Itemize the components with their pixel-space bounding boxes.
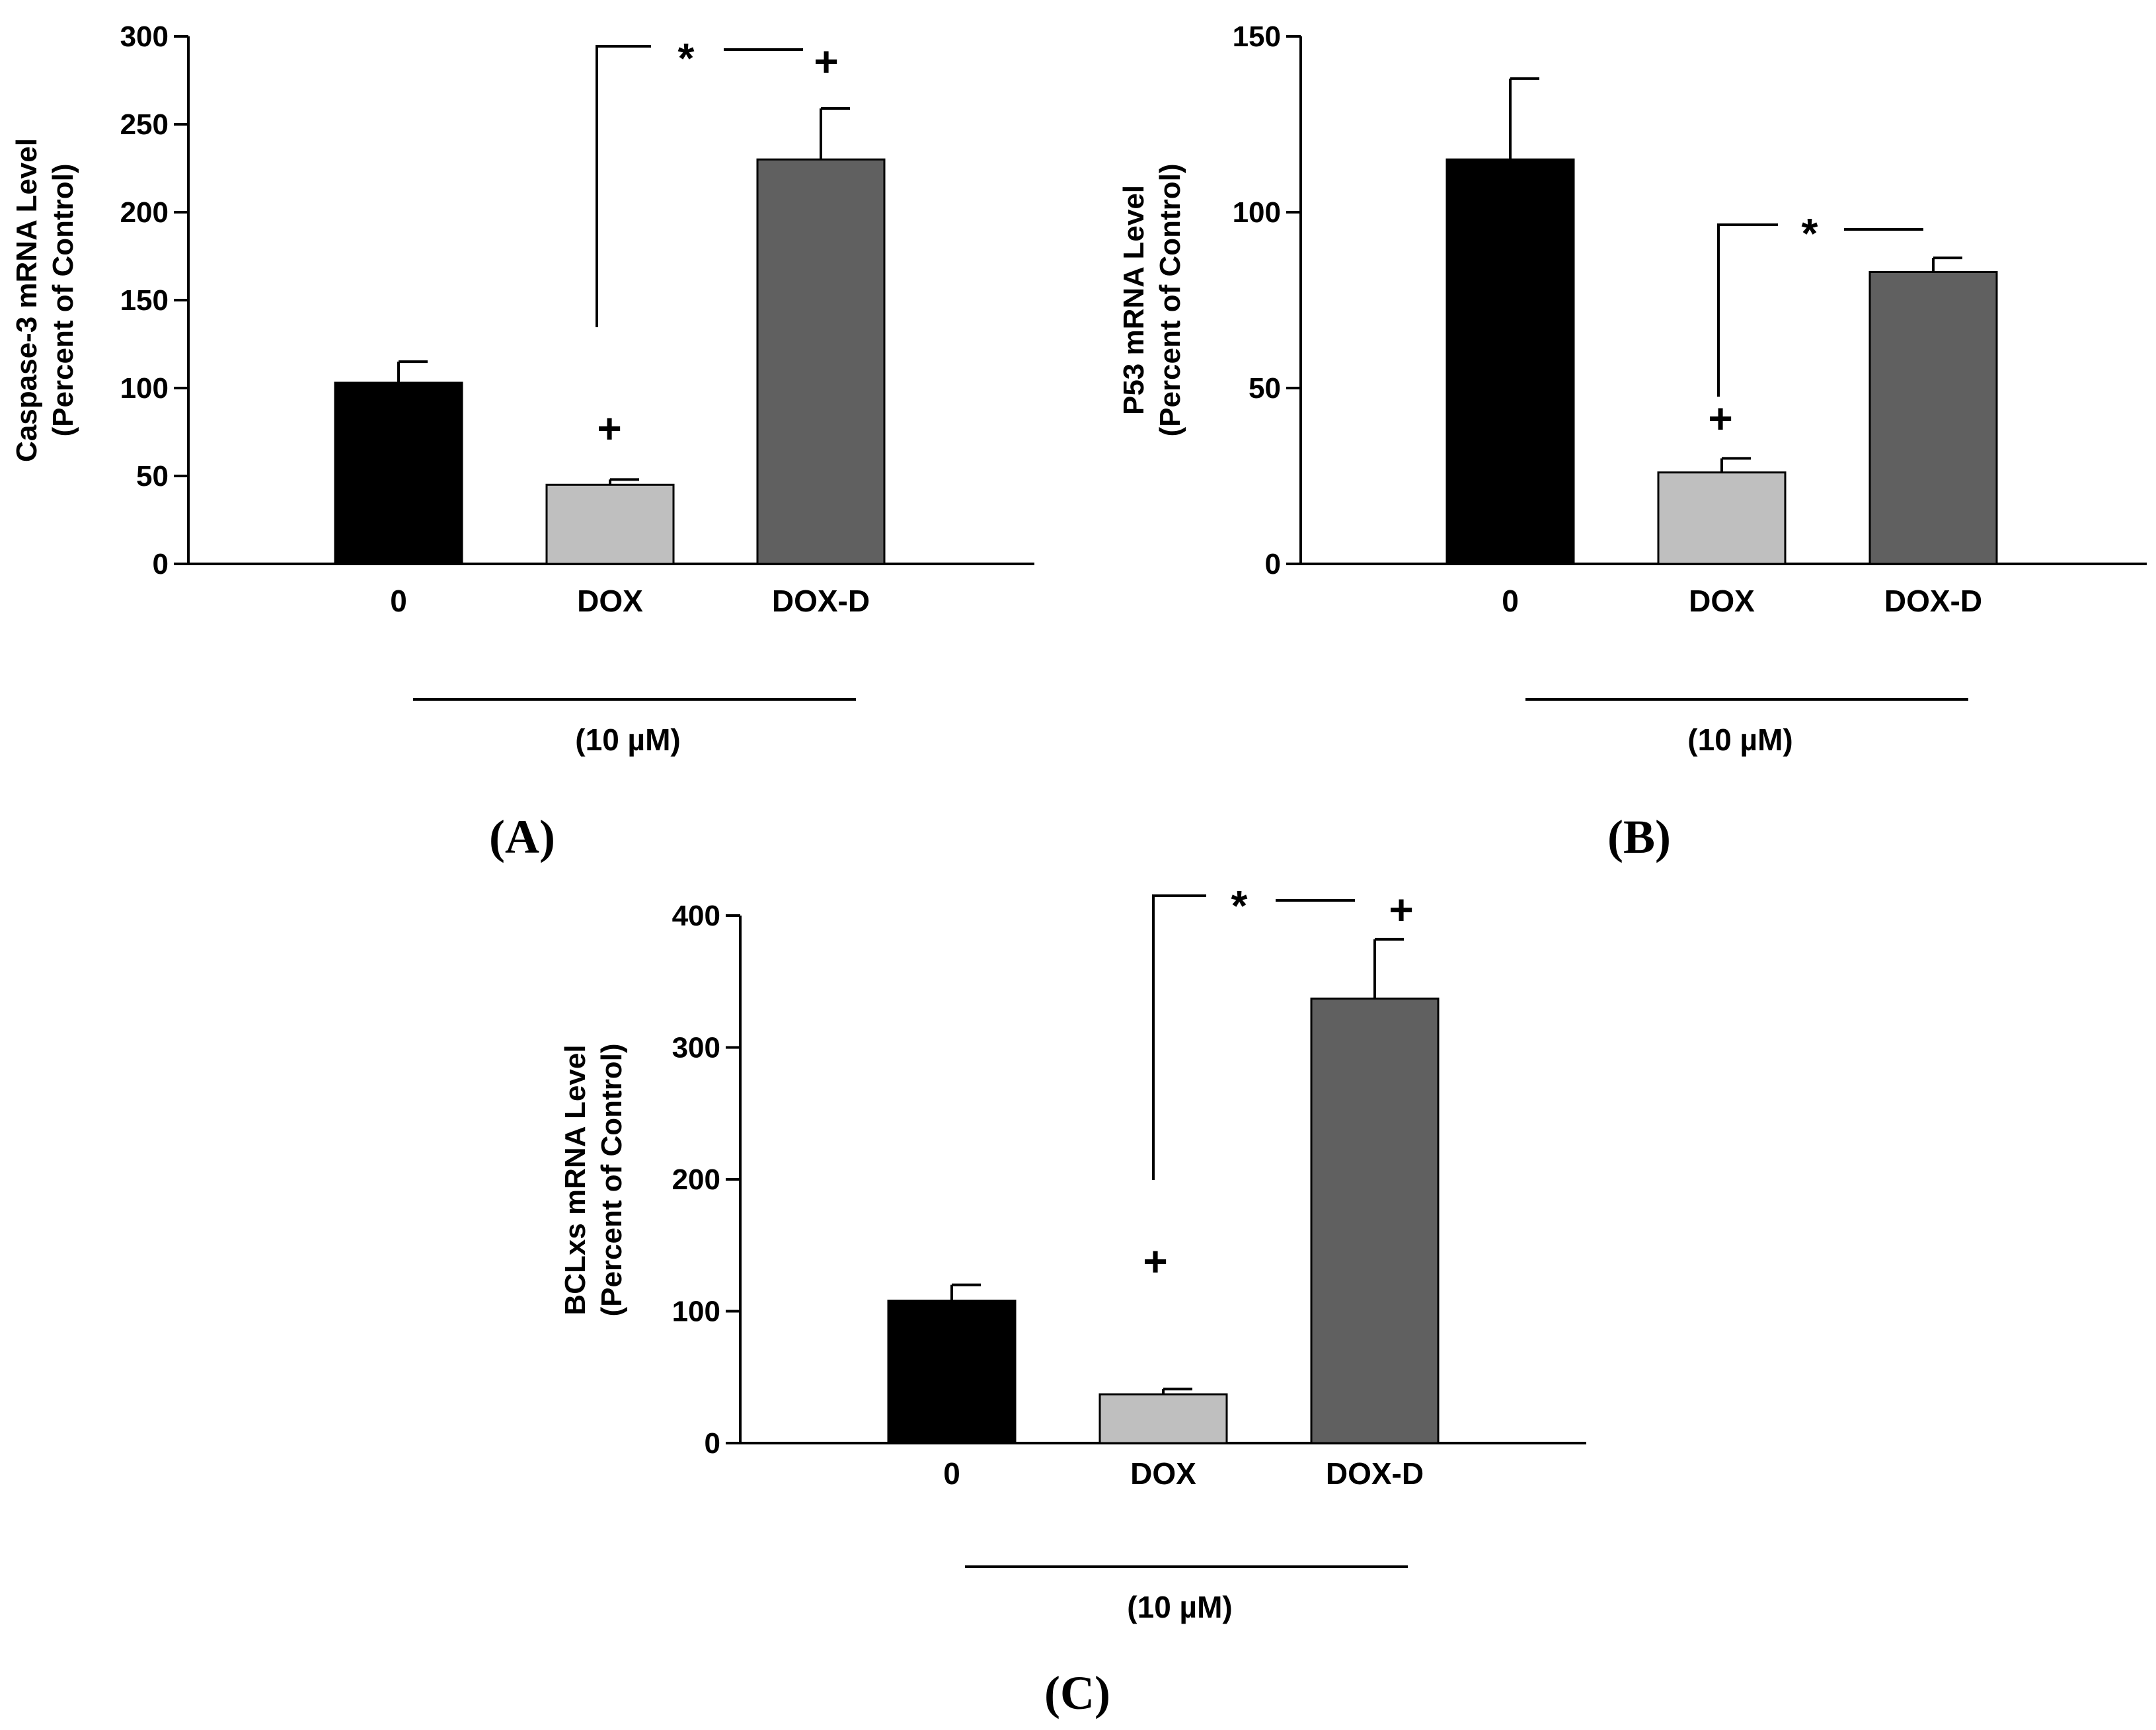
- y-tick-label: 250: [120, 108, 169, 141]
- y-ticks: 0 100 200 300 400: [672, 900, 740, 1460]
- bar-0: [887, 1300, 1017, 1444]
- y-ticks: 0 50 100 150: [1233, 20, 1301, 580]
- y-axis-title: P53 mRNA Level: [1118, 185, 1150, 415]
- significance-bracket: [1152, 894, 1206, 1180]
- y-axis-title: Caspase-3 mRNA Level: [11, 138, 43, 462]
- y-tick-label: 150: [1233, 20, 1281, 53]
- panel-label: (B): [1607, 810, 1671, 863]
- y-tick-label: 200: [120, 196, 169, 229]
- panel-label: (A): [489, 810, 555, 863]
- significance-star: *: [678, 34, 695, 82]
- y-axis-subtitle: (Percent of Control): [1154, 163, 1186, 436]
- concentration-label: (10 µM): [575, 723, 680, 757]
- category-label: DOX: [577, 584, 643, 618]
- y-tick-label: 0: [153, 548, 169, 580]
- significance-plus-dox: +: [1143, 1238, 1167, 1285]
- bar-0: [1445, 158, 1575, 565]
- significance-plus-doxd: +: [1389, 886, 1413, 933]
- bars: 0 DOX DOX-D: [1445, 77, 1998, 618]
- concentration-label: (10 µM): [1127, 1590, 1232, 1624]
- concentration-label: (10 µM): [1687, 723, 1792, 757]
- bar-dox: [1098, 1393, 1228, 1444]
- panel-c: 0 100 200 300 400 0 DOX DOX-D BCLxs mRNA Level…: [559, 882, 1586, 1719]
- category-label: 0: [1502, 584, 1519, 618]
- bar-dox: [545, 483, 675, 565]
- category-label: 0: [943, 1456, 960, 1491]
- y-tick-label: 0: [1265, 548, 1281, 580]
- category-label: 0: [390, 584, 407, 618]
- y-tick-label: 300: [672, 1032, 720, 1064]
- y-tick-label: 100: [672, 1296, 720, 1328]
- significance-bracket: [1717, 223, 1778, 397]
- category-label: DOX: [1130, 1456, 1196, 1491]
- y-tick-label: 150: [120, 284, 169, 317]
- category-label: DOX-D: [1326, 1456, 1424, 1491]
- category-label: DOX-D: [1884, 584, 1982, 618]
- y-axis-title: BCLxs mRNA Level: [559, 1044, 592, 1315]
- bar-0: [334, 381, 463, 565]
- bars: 0 DOX DOX-D: [334, 107, 886, 618]
- significance-plus-dox: +: [597, 405, 621, 452]
- y-tick-label: 400: [672, 900, 720, 932]
- y-tick-label: 100: [120, 372, 169, 405]
- panel-label: (C): [1044, 1667, 1110, 1719]
- panel-b: 0 50 100 150 0 DOX DOX-D P53 mRNA Level (Perc…: [1118, 20, 2147, 863]
- y-axis-subtitle: (Percent of Control): [596, 1043, 628, 1316]
- y-tick-label: 200: [672, 1163, 720, 1196]
- significance-star: *: [1231, 882, 1248, 929]
- significance-plus-doxd: +: [814, 38, 838, 85]
- y-tick-label: 50: [1249, 372, 1281, 405]
- significance-star: *: [1802, 210, 1818, 257]
- significance-bracket: [596, 45, 651, 327]
- y-tick-label: 100: [1233, 196, 1281, 229]
- bar-dox-d: [1868, 270, 1998, 565]
- bars: 0 DOX DOX-D: [887, 937, 1440, 1491]
- y-tick-label: 300: [120, 20, 169, 53]
- y-ticks: 0 50 100 150 200 250 300: [120, 20, 188, 580]
- y-tick-label: 50: [136, 460, 169, 492]
- category-label: DOX-D: [772, 584, 870, 618]
- bar-dox: [1657, 471, 1787, 565]
- panel-a: 0 50 100 150 200 250 300 0 DOX DOX-D Caspase-3 m…: [11, 20, 1034, 863]
- y-axis-subtitle: (Percent of Control): [47, 163, 79, 436]
- bar-dox-d: [1310, 998, 1440, 1444]
- y-tick-label: 0: [705, 1427, 720, 1460]
- significance-plus-dox: +: [1708, 395, 1732, 442]
- category-label: DOX: [1689, 584, 1755, 618]
- bar-dox-d: [756, 158, 886, 565]
